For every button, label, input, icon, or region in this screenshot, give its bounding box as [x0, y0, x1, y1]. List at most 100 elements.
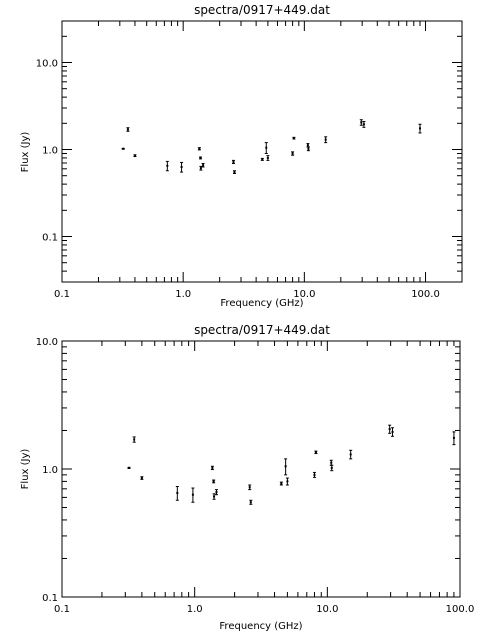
point-marker	[306, 144, 309, 147]
chart-2-y-tick-label: 1.0	[42, 465, 58, 476]
data-point	[349, 449, 353, 460]
data-point	[285, 477, 289, 486]
chart-1-plot-frame	[61, 20, 463, 283]
data-point	[264, 142, 268, 154]
data-point	[126, 127, 130, 132]
point-marker	[176, 491, 179, 494]
point-marker	[211, 466, 214, 469]
chart-1-y-tick-label: 1.0	[42, 146, 58, 157]
point-marker	[199, 167, 202, 170]
data-point	[362, 120, 366, 128]
point-marker	[133, 438, 136, 441]
data-point	[291, 151, 295, 156]
point-marker	[213, 495, 216, 498]
chart-2-y-tick-label: 10.0	[36, 337, 58, 348]
data-point	[248, 484, 252, 491]
chart-1-data-points	[121, 119, 422, 174]
chart-2-x-tick-label: 10.0	[316, 604, 338, 615]
point-marker	[248, 486, 251, 489]
point-marker	[122, 147, 125, 150]
data-point	[132, 436, 136, 443]
chart-1-y-tick-label: 0.1	[42, 233, 58, 244]
point-marker	[202, 164, 205, 167]
point-marker	[314, 451, 317, 454]
chart-2-axis-ticks	[61, 340, 461, 598]
data-point	[292, 136, 296, 140]
point-marker	[140, 477, 143, 480]
point-marker	[286, 480, 289, 483]
point-marker	[284, 465, 287, 468]
data-point	[329, 459, 333, 466]
data-point	[312, 471, 316, 478]
data-point	[418, 123, 422, 134]
data-point	[214, 489, 218, 496]
point-marker	[280, 482, 283, 485]
chart-2-x-tick-label: 0.1	[54, 604, 70, 615]
data-point	[324, 136, 328, 144]
chart-2-x-axis-label: Frequency (GHz)	[219, 621, 302, 632]
data-point	[210, 465, 214, 471]
point-marker	[266, 156, 269, 159]
data-point	[284, 458, 288, 476]
data-point	[133, 154, 137, 158]
point-marker	[180, 165, 183, 168]
data-point	[212, 493, 216, 500]
chart-2-y-axis-label: Flux (Jy)	[20, 449, 31, 490]
data-point	[175, 485, 179, 501]
data-point	[140, 476, 144, 480]
point-marker	[199, 156, 202, 159]
chart-1-axis-ticks	[61, 20, 463, 283]
chart-2-data-points	[127, 424, 456, 505]
data-point	[314, 450, 318, 455]
point-marker	[191, 493, 194, 496]
point-marker	[292, 137, 295, 140]
point-marker	[418, 127, 421, 130]
point-marker	[233, 171, 236, 174]
data-point	[306, 146, 310, 152]
point-marker	[324, 138, 327, 141]
data-point	[199, 156, 203, 160]
point-marker	[313, 473, 316, 476]
point-marker	[166, 164, 169, 167]
point-marker	[291, 152, 294, 155]
data-point	[121, 147, 125, 150]
point-marker	[349, 453, 352, 456]
data-point	[212, 479, 216, 484]
point-marker	[126, 128, 129, 131]
point-marker	[198, 147, 201, 150]
chart-1-x-tick-label: 100.0	[411, 289, 440, 300]
point-marker	[232, 160, 235, 163]
chart-1-y-axis-label: Flux (Jy)	[20, 132, 31, 173]
point-marker	[265, 146, 268, 149]
point-marker	[307, 147, 310, 150]
chart-2-plot-frame	[61, 340, 461, 598]
point-marker	[360, 121, 363, 124]
chart-top: spectra/0917+449.dat 0.1 1.0 10.0 100.0 …	[20, 3, 463, 309]
point-marker	[128, 466, 131, 469]
data-point	[391, 427, 395, 437]
data-point	[201, 163, 205, 168]
data-point	[197, 147, 201, 151]
data-point	[279, 481, 283, 486]
data-point	[452, 431, 456, 446]
chart-1-x-tick-label: 0.1	[54, 289, 70, 300]
data-point	[231, 159, 235, 165]
data-point	[191, 487, 195, 503]
data-point	[180, 161, 184, 173]
point-marker	[133, 154, 136, 157]
data-point	[165, 160, 169, 172]
chart-2-x-tick-label: 100.0	[446, 604, 475, 615]
point-marker	[330, 466, 333, 469]
chart-1-y-tick-label: 10.0	[36, 59, 58, 70]
chart-1-title: spectra/0917+449.dat	[194, 3, 330, 17]
data-point	[330, 464, 334, 472]
chart-1-x-tick-label: 1.0	[175, 289, 191, 300]
data-point	[127, 466, 131, 469]
chart-2-title: spectra/0917+449.dat	[194, 323, 330, 337]
point-marker	[212, 480, 215, 483]
data-point	[232, 170, 236, 174]
chart-2-y-tick-label: 0.1	[42, 593, 58, 604]
point-marker	[388, 428, 391, 431]
data-point	[260, 157, 264, 161]
